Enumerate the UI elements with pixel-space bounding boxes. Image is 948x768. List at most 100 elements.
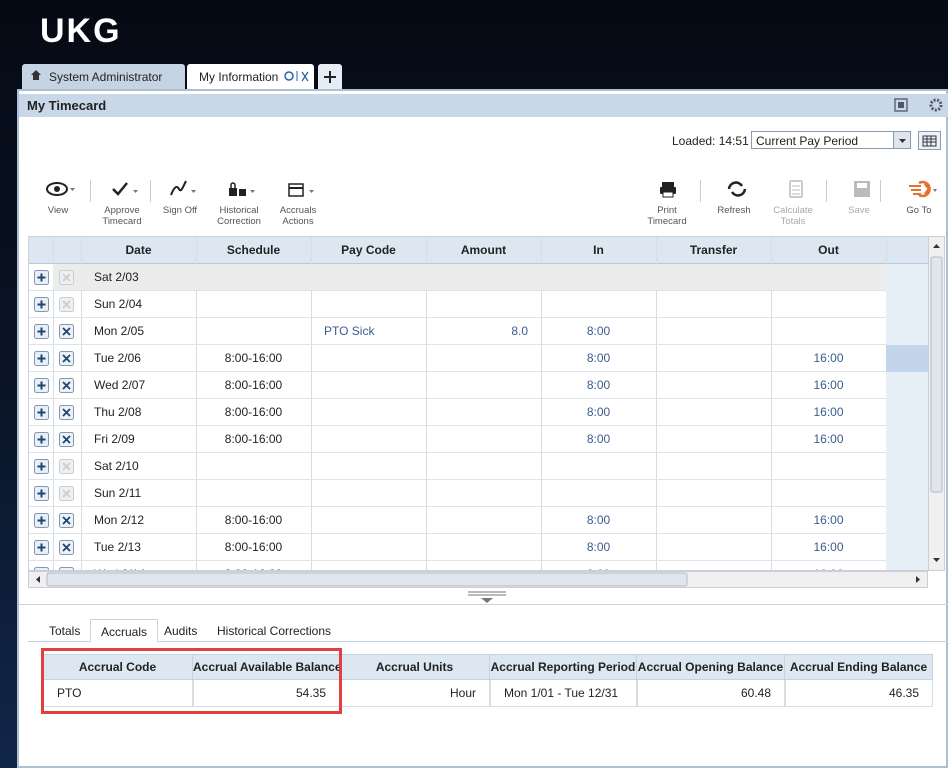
delete-row-button[interactable] <box>59 432 74 450</box>
delete-row-button[interactable] <box>59 351 74 369</box>
grid-header <box>29 237 928 264</box>
delete-row-button <box>59 297 74 315</box>
add-row-button[interactable] <box>34 513 49 531</box>
toolbar-icon[interactable] <box>722 180 752 201</box>
calendar-button[interactable] <box>918 131 941 150</box>
highlight-box <box>41 648 342 714</box>
grid-cell: 8:00 <box>541 561 656 570</box>
grid-cell: Wed 2/14 <box>81 561 196 570</box>
add-row-button[interactable] <box>34 432 49 450</box>
toolbar-label: Calculate Totals <box>773 205 813 227</box>
add-row-button[interactable] <box>34 567 49 570</box>
row-line <box>29 398 886 399</box>
horizontal-scrollbar[interactable] <box>28 571 928 588</box>
toolbar-icon <box>847 180 877 201</box>
grid-cell: 8:00 <box>586 540 611 554</box>
grid-cell: 8:00-16:00 <box>224 378 283 392</box>
delete-row-button[interactable] <box>59 513 74 531</box>
tab-icons[interactable] <box>283 69 311 86</box>
row-line <box>29 452 886 453</box>
grid-line <box>426 237 427 570</box>
detail-tab[interactable]: Totals <box>49 624 81 638</box>
column-header: Accrual Units <box>340 654 490 681</box>
detail-tab[interactable]: Audits <box>164 624 198 638</box>
panel-title: My Timecard <box>27 98 107 113</box>
tab[interactable]: System Administrator <box>22 64 185 89</box>
toolbar-icon[interactable] <box>286 180 316 201</box>
detail-tab[interactable]: Historical Corrections <box>217 624 332 638</box>
add-row-button[interactable] <box>34 324 49 342</box>
separator <box>150 180 151 202</box>
grid-cell: Mon 2/05 <box>94 324 145 338</box>
toolbar-icon[interactable] <box>907 180 937 201</box>
select-arrow[interactable] <box>893 132 910 148</box>
add-row-button[interactable] <box>34 297 49 315</box>
add-row-button[interactable] <box>34 351 49 369</box>
grid-cell: Fri 2/09 <box>94 432 135 446</box>
side-column <box>886 264 928 570</box>
row-line <box>29 425 886 426</box>
row-line <box>29 371 886 372</box>
vertical-scrollbar[interactable] <box>928 236 945 571</box>
toolbar-icon[interactable] <box>46 180 76 201</box>
grid-cell: 16:00 <box>813 513 844 527</box>
toolbar-label[interactable]: View <box>47 205 69 216</box>
add-row-button[interactable] <box>34 486 49 504</box>
detail-tab[interactable]: Accruals <box>90 619 159 642</box>
selected-cell <box>886 345 928 372</box>
column-header: Date <box>125 243 152 257</box>
tab-line <box>28 641 948 642</box>
add-row-button[interactable] <box>34 405 49 423</box>
toolbar-label[interactable]: Historical Correction <box>217 205 261 227</box>
grid-cell: Thu 2/08 <box>94 405 142 419</box>
row-line <box>29 506 886 507</box>
toolbar-label[interactable]: Approve Timecard <box>102 205 142 227</box>
add-row-button[interactable] <box>34 270 49 288</box>
toolbar-icon[interactable] <box>168 180 198 201</box>
period-select[interactable]: Current Pay Period <box>751 131 911 149</box>
toolbar-label[interactable]: Go To <box>906 205 932 216</box>
grid-cell: Mon 2/12 <box>94 513 145 527</box>
add-row-button[interactable] <box>34 459 49 477</box>
grid-cell: 8:00 <box>586 378 611 392</box>
toolbar-label: Save <box>848 205 870 216</box>
grid-line <box>196 237 197 570</box>
column-header: Accrual Ending Balance <box>785 654 933 681</box>
add-row-button[interactable] <box>34 540 49 558</box>
row-highlight <box>53 264 886 291</box>
grid-cell: 16:00 <box>813 378 844 392</box>
toolbar-label[interactable]: Refresh <box>717 205 751 216</box>
column-header: Accrual Opening Balance <box>637 654 785 681</box>
grid-cell: PTO Sick <box>324 324 375 338</box>
toolbar-label[interactable]: Sign Off <box>162 205 198 216</box>
toolbar-label[interactable]: Accruals Actions <box>279 205 317 227</box>
delete-row-button[interactable] <box>59 405 74 423</box>
separator <box>880 180 881 202</box>
row-line <box>29 344 886 345</box>
add-row-button[interactable] <box>34 378 49 396</box>
toolbar-icon[interactable] <box>110 180 140 201</box>
delete-row-button[interactable] <box>59 540 74 558</box>
splitter[interactable] <box>468 590 506 607</box>
toolbar-label[interactable]: Print Timecard <box>647 205 687 227</box>
delete-row-button[interactable] <box>59 378 74 396</box>
grid-cell: 8:00-16:00 <box>224 540 283 554</box>
row-line <box>29 560 886 561</box>
delete-row-button[interactable] <box>59 567 74 570</box>
home-icon <box>30 69 42 84</box>
loaded-time: Loaded: 14:51 <box>672 134 749 148</box>
column-header: Accrual Code <box>43 654 193 681</box>
logo: UKG <box>40 12 122 50</box>
timecard-grid: Date Schedule Pay Code Amount In Transfer Out S… <box>28 236 929 571</box>
delete-row-button[interactable] <box>59 324 74 342</box>
add-tab[interactable] <box>318 64 342 89</box>
grid-line <box>541 237 542 570</box>
table-cell: 46.35 <box>785 680 933 707</box>
panel-icons[interactable] <box>893 97 945 116</box>
toolbar-icon[interactable] <box>655 180 685 201</box>
grid-cell: 8:00-16:00 <box>224 432 283 446</box>
toolbar-icon[interactable] <box>227 180 257 201</box>
grid-line <box>81 237 82 570</box>
table-cell: Hour <box>340 680 490 707</box>
column-header: In <box>593 243 604 257</box>
